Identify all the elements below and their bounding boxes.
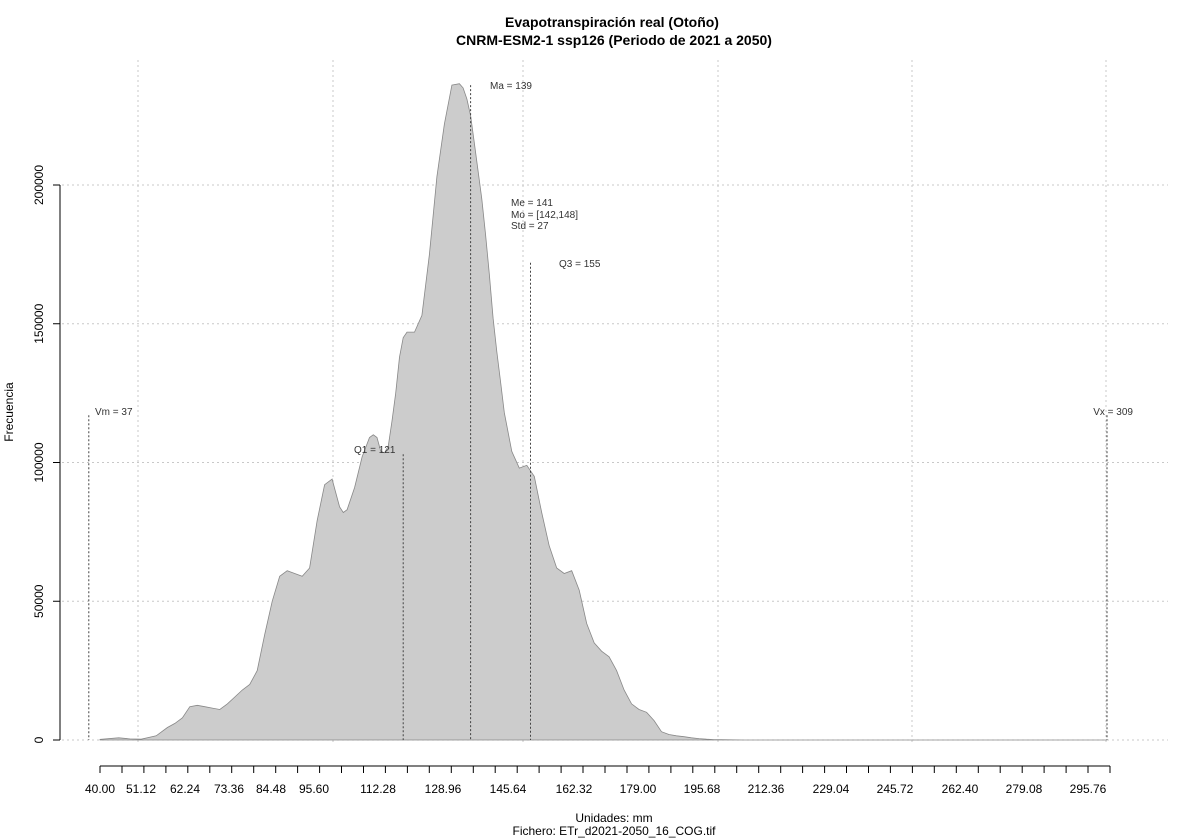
chart-subtitle: CNRM-ESM2-1 ssp126 (Periodo de 2021 a 20… (456, 32, 772, 48)
y-axis-label: Frecuencia (2, 382, 16, 442)
x-tick-label: 84.48 (256, 782, 286, 796)
y-tick-label: 50000 (32, 584, 46, 618)
x-tick-label: 112.28 (360, 782, 396, 796)
y-tick-label: 0 (32, 736, 46, 743)
x-tick-label: 95.60 (299, 782, 329, 796)
x-tick-label: 162.32 (556, 782, 593, 796)
x-tick-label: 295.76 (1070, 782, 1107, 796)
x-tick-label: 73.36 (214, 782, 244, 796)
y-tick-label: 200000 (32, 165, 46, 205)
file-label: Fichero: ETr_d2021-2050_16_COG.tif (513, 824, 717, 838)
statistic-lines (88, 85, 1108, 740)
mo-label: Mo = [142,148] (511, 210, 578, 221)
x-tick-label: 145.64 (490, 782, 527, 796)
me-label: Me = 141 (511, 198, 553, 209)
grid-lines (62, 60, 1168, 742)
x-tick-label: 195.68 (684, 782, 721, 796)
x-tick-label: 40.00 (85, 782, 115, 796)
y-tick-label: 100000 (32, 442, 46, 482)
x-tick-label: 262.40 (942, 782, 979, 796)
x-tick-label: 279.08 (1006, 782, 1043, 796)
x-tick-label: 51.12 (126, 782, 156, 796)
x-tick-label: 128.96 (425, 782, 462, 796)
q3-label: Q3 = 155 (559, 259, 601, 270)
x-tick-label: 212.36 (748, 782, 785, 796)
x-tick-label: 62.24 (170, 782, 200, 796)
x-tick-label: 179.00 (620, 782, 657, 796)
std-label: Std = 27 (511, 221, 549, 232)
q1-label: Q1 = 121 (354, 445, 396, 456)
x-tick-label: 245.72 (877, 782, 914, 796)
x-tick-label: 229.04 (813, 782, 850, 796)
vm-label: Vm = 37 (95, 407, 133, 418)
y-axis: 0 50000 100000 150000 200000 (32, 165, 61, 743)
x-axis: 40.00 51.12 62.24 73.36 84.48 95.60 112.28 128.… (85, 765, 1111, 796)
density-area (99, 83, 1107, 741)
ma-label: Ma = 139 (490, 81, 532, 92)
y-tick-label: 150000 (32, 303, 46, 343)
x-axis-label: Unidades: mm (575, 811, 652, 825)
chart-title: Evapotranspiración real (Otoño) (505, 14, 719, 30)
vx-label: Vx = 309 (1093, 407, 1133, 418)
